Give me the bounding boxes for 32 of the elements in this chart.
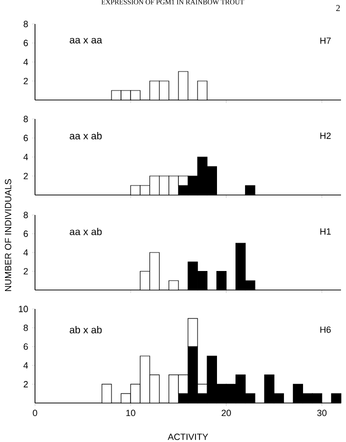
y-tick-label: 4: [23, 249, 28, 256]
text: 2: [336, 5, 340, 12]
y-tick-label: 6: [24, 343, 28, 350]
annotation: aa x aa: [70, 38, 102, 44]
y-tick-label: 10: [18, 306, 28, 312]
y-tick-label: 8: [24, 212, 28, 218]
annotation: H6: [320, 326, 331, 333]
annotation: H1: [320, 228, 331, 235]
x-tick-label: 10: [126, 410, 136, 416]
y-tick-label: 4: [23, 58, 28, 66]
x-axis-title: ACTIVITY: [168, 434, 208, 440]
x-tick-label: 20: [222, 410, 231, 416]
annotation: H7: [320, 38, 331, 44]
y-tick-label: 6: [24, 40, 28, 46]
y-tick-label: 8: [24, 20, 28, 28]
annotation: aa x ab: [70, 132, 102, 140]
y-tick-label: 8: [24, 116, 28, 122]
y-axis-title: NUMBER OF INDIVIDUALS: [4, 179, 12, 292]
y-tick-label: 4: [23, 362, 28, 368]
x-tick-label: 30: [317, 410, 327, 416]
y-tick-label: 6: [24, 230, 28, 237]
y-tick-label: 4: [23, 154, 28, 160]
y-tick-label: 8: [24, 324, 28, 331]
y-tick-label: 6: [24, 134, 28, 142]
y-tick-label: 2: [24, 268, 28, 274]
annotation: aa x ab: [70, 228, 102, 236]
y-tick-label: 2: [24, 172, 28, 180]
annotation: H2: [320, 132, 331, 139]
x-tick-label: 0: [32, 410, 38, 416]
y-tick-label: 2: [24, 381, 28, 388]
annotation: ab x ab: [70, 326, 102, 334]
y-tick-label: 2: [24, 78, 28, 84]
